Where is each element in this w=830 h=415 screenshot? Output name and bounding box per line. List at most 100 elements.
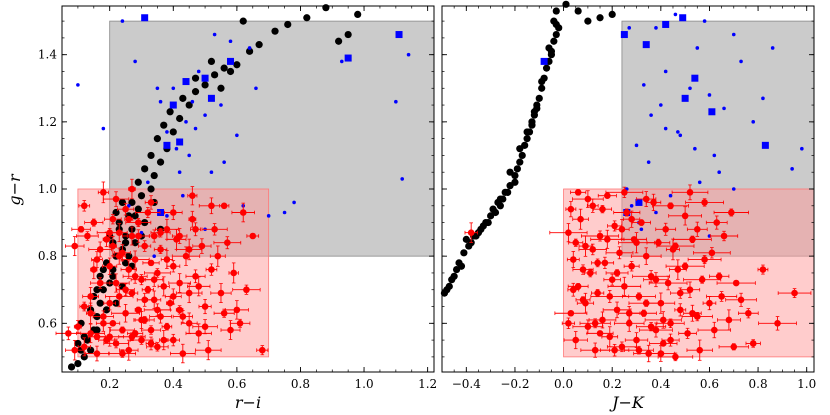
data-point — [147, 259, 155, 267]
data-point — [761, 96, 765, 101]
data-point — [165, 214, 169, 218]
data-point — [176, 232, 183, 240]
data-point — [219, 103, 223, 107]
data-point — [121, 239, 130, 247]
data-point — [126, 203, 131, 208]
data-point — [711, 326, 718, 334]
data-point — [157, 229, 164, 236]
data-point — [112, 195, 120, 203]
data-point — [482, 218, 490, 227]
data-point — [791, 289, 798, 297]
data-point — [629, 203, 634, 208]
data-point — [569, 256, 577, 263]
data-point — [131, 273, 139, 280]
data-point — [679, 14, 687, 22]
data-point — [185, 246, 193, 253]
data-point — [594, 259, 601, 267]
series-blue-squares-left — [141, 14, 403, 217]
data-point — [713, 219, 721, 226]
data-point — [623, 209, 631, 216]
data-point — [676, 130, 680, 134]
data-point — [650, 199, 657, 206]
data-point — [691, 74, 699, 82]
data-point — [138, 276, 145, 283]
data-point — [122, 286, 129, 294]
data-point — [224, 239, 231, 247]
data-point — [166, 108, 174, 116]
data-point — [243, 286, 250, 294]
data-point — [621, 189, 628, 196]
data-point — [154, 306, 161, 314]
data-point — [83, 336, 92, 344]
data-point — [150, 232, 158, 240]
data-point — [254, 86, 258, 91]
data-point — [141, 14, 149, 22]
x-tick-label: 0.8 — [291, 377, 310, 391]
data-point — [523, 128, 531, 136]
data-point — [247, 46, 252, 50]
data-point — [235, 133, 239, 138]
data-point — [591, 346, 599, 354]
data-point — [109, 242, 117, 250]
data-point — [208, 266, 215, 273]
data-point — [647, 323, 655, 330]
data-point — [672, 242, 679, 250]
data-point — [712, 153, 717, 158]
data-point — [131, 239, 139, 247]
data-point — [87, 293, 94, 300]
data-point — [567, 309, 575, 317]
data-point — [759, 266, 767, 273]
data-point — [176, 306, 183, 314]
data-point — [697, 180, 702, 185]
data-point — [639, 227, 644, 232]
data-point — [676, 306, 684, 314]
data-point — [652, 326, 660, 334]
data-point — [642, 252, 650, 260]
data-point — [634, 143, 639, 148]
data-point — [606, 293, 614, 300]
x-tick-label: −0.2 — [500, 377, 529, 391]
data-point — [228, 39, 233, 44]
tick-layer-right: −0.4 −0.2 0.0 0.2 0.4 0.6 0.8 1.0 — [441, 6, 816, 391]
data-point — [654, 210, 658, 215]
data-point — [137, 192, 146, 200]
data-point — [193, 126, 198, 131]
data-point — [574, 283, 582, 290]
data-point — [689, 236, 696, 243]
data-point — [606, 333, 614, 341]
data-point — [93, 256, 101, 263]
data-point — [150, 276, 158, 283]
data-point — [339, 59, 344, 64]
data-point — [171, 86, 176, 91]
data-point — [217, 84, 225, 92]
data-point — [227, 57, 235, 65]
data-point — [443, 286, 451, 294]
data-point — [686, 189, 694, 196]
data-point — [195, 283, 203, 290]
data-point — [708, 108, 716, 116]
data-point — [102, 306, 111, 314]
data-point — [395, 31, 403, 39]
data-point — [187, 153, 191, 158]
data-point — [147, 185, 155, 193]
data-point — [673, 12, 678, 17]
data-point — [115, 293, 123, 300]
data-point — [71, 346, 79, 354]
data-point — [552, 30, 560, 39]
data-point — [749, 340, 757, 347]
data-point — [589, 246, 597, 253]
plot-layer-right — [440, 0, 815, 363]
data-point — [169, 336, 177, 344]
data-point — [663, 69, 668, 74]
data-point — [163, 256, 171, 263]
data-point — [141, 242, 148, 250]
data-point — [528, 121, 536, 129]
tick-layer-left: 0.2 0.4 0.6 0.8 1.0 1.2 0.6 0.8 1.0 1.2 1.4 — [38, 6, 437, 391]
data-point — [135, 306, 142, 314]
data-point — [722, 106, 726, 111]
data-point — [76, 83, 80, 87]
data-point — [695, 46, 700, 50]
data-point — [160, 121, 168, 129]
data-point — [728, 209, 735, 216]
